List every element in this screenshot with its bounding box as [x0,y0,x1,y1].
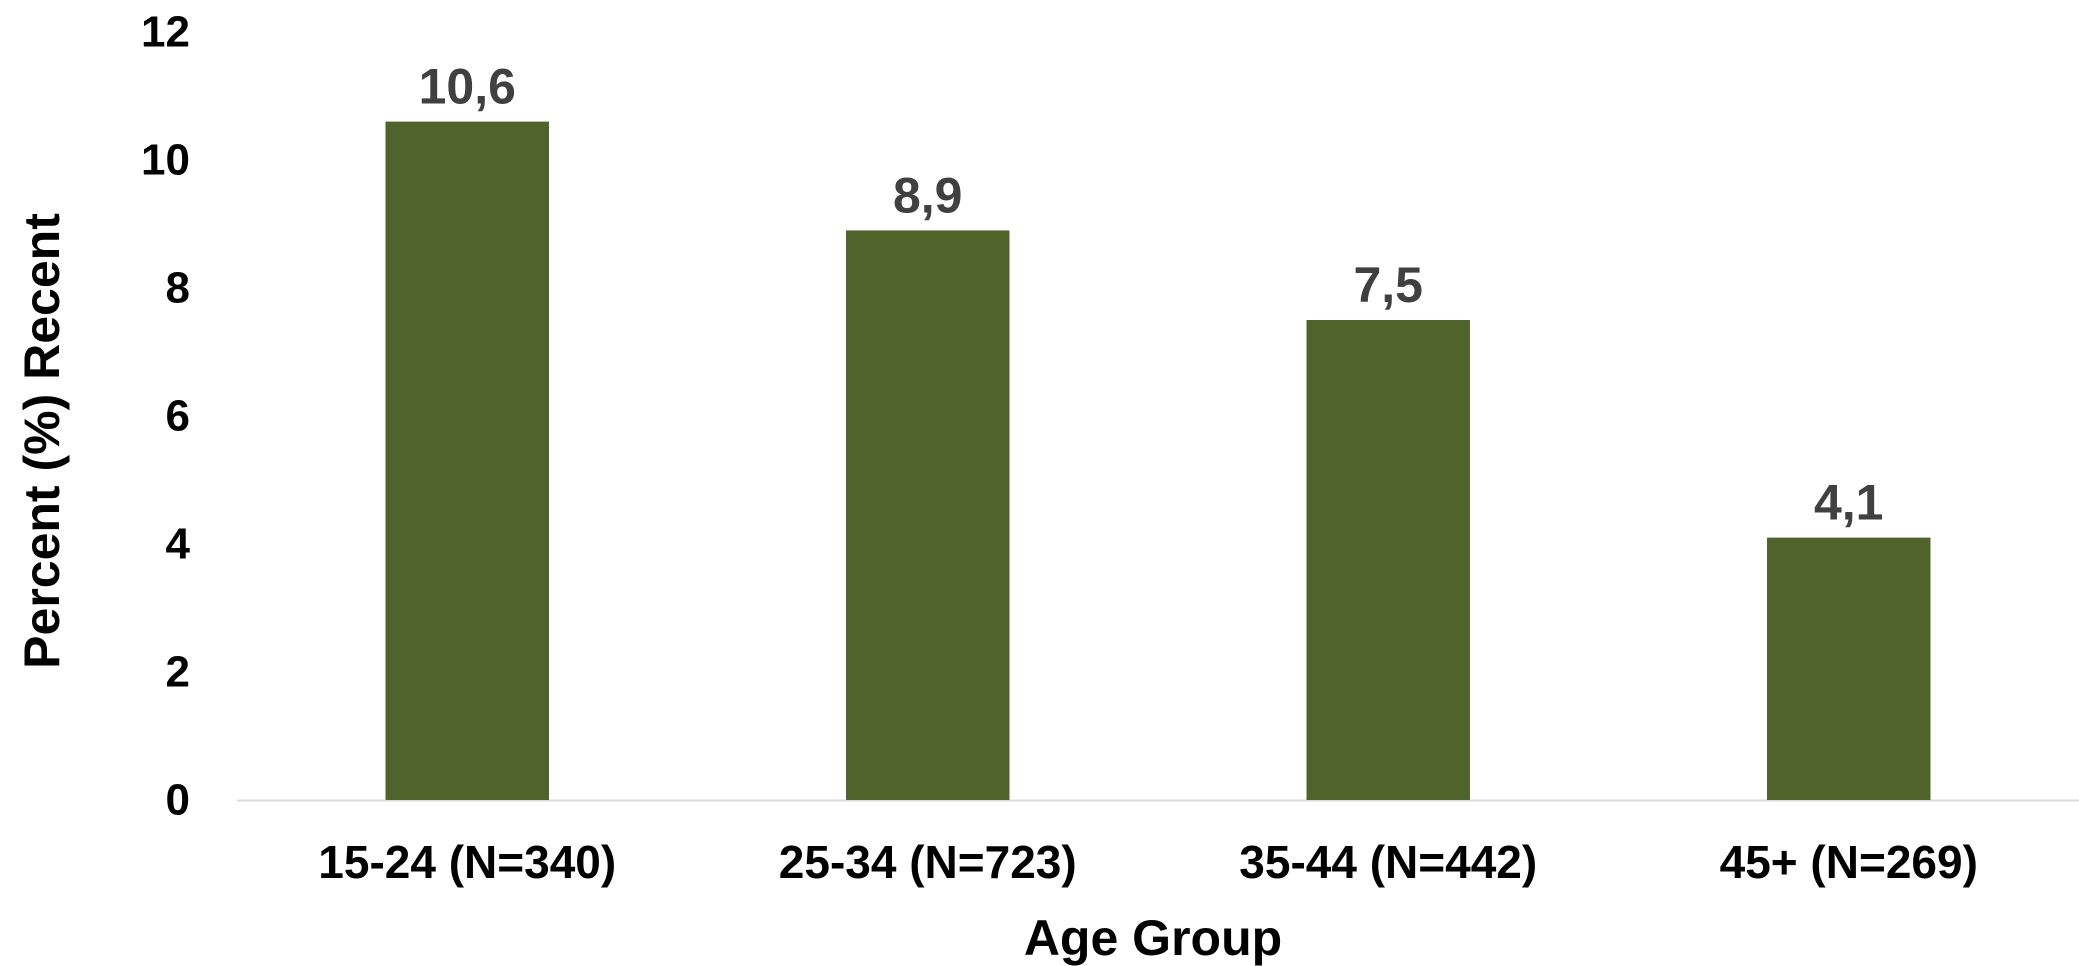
bar [1306,320,1470,800]
y-tick-label: 4 [166,520,191,569]
category-label: 35-44 (N=442) [1239,836,1537,888]
y-axis-title: Percent (%) Recent [14,213,70,669]
data-label: 4,1 [1814,475,1884,531]
y-axis-ticks: 0 2 4 6 8 10 12 [141,8,190,825]
bars [385,121,1931,801]
x-axis-title: Age Group [1024,910,1282,966]
y-tick-label: 10 [141,136,190,185]
data-label: 8,9 [893,167,963,223]
y-tick-label: 12 [141,8,190,57]
y-tick-label: 8 [166,264,190,313]
y-tick-label: 2 [166,648,190,697]
bar [1767,537,1931,800]
category-labels: 15-24 (N=340) 25-34 (N=723) 35-44 (N=442) 4… [318,836,1978,888]
data-label: 7,5 [1353,257,1423,313]
y-tick-label: 6 [166,392,190,441]
category-label: 45+ (N=269) [1720,836,1978,888]
bar [385,121,549,801]
data-labels: 10,6 8,9 7,5 4,1 [419,59,1884,531]
category-label: 25-34 (N=723) [779,836,1077,888]
bar [846,230,1010,800]
data-label: 10,6 [419,59,516,115]
y-tick-label: 0 [166,776,190,825]
category-label: 15-24 (N=340) [318,836,616,888]
